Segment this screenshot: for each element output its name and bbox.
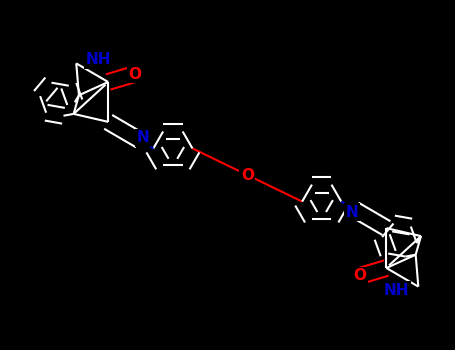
Text: NH: NH [86,52,111,67]
Text: N: N [136,130,149,145]
Text: O: O [354,268,366,284]
Text: NH: NH [384,283,409,298]
Text: O: O [241,168,254,182]
Text: N: N [345,205,358,220]
Text: O: O [128,66,141,82]
